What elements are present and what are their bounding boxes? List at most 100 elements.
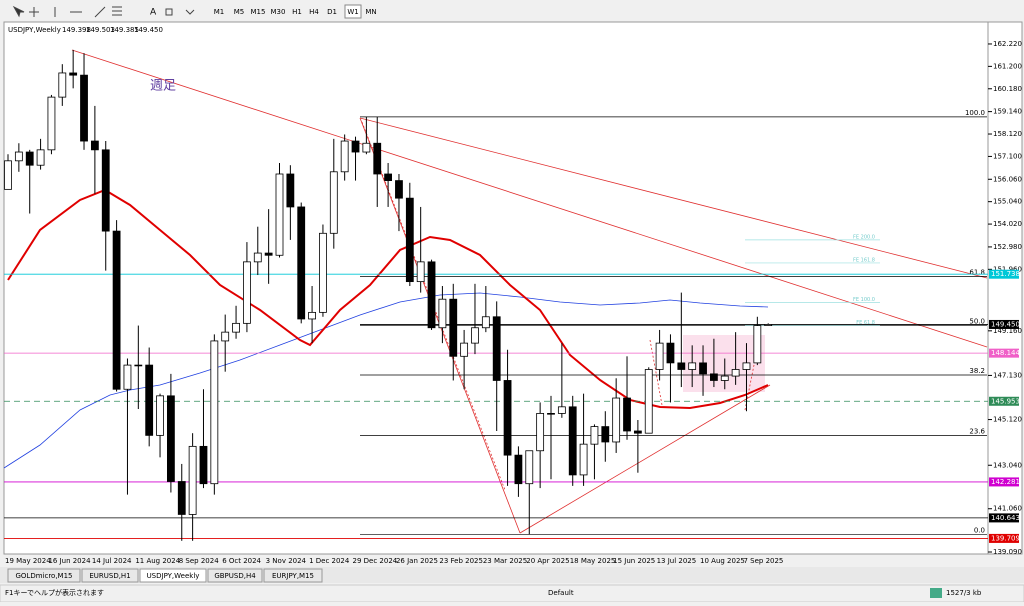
candle-body <box>297 206 306 320</box>
range-box <box>683 335 765 392</box>
price-tag <box>989 513 1019 523</box>
fib-label: 100.0 <box>965 109 985 117</box>
status-profile: Default <box>548 589 574 597</box>
candle-body <box>547 413 555 415</box>
chart-title: USDJPY,Weekly <box>8 26 61 34</box>
tab[interactable] <box>7 568 81 583</box>
candle-body <box>481 316 490 329</box>
fe-label: FE 161.8 <box>853 257 875 263</box>
y-tick-label: 156.060 <box>993 175 1022 183</box>
candle-body <box>742 362 751 370</box>
tab-label[interactable]: USDJPY,Weekly <box>147 572 200 580</box>
tab[interactable] <box>81 568 139 583</box>
candle-body <box>525 450 534 485</box>
candle-body <box>166 395 175 482</box>
x-tick-label: 13 Jul 2025 <box>657 557 697 565</box>
candle-body <box>536 413 545 452</box>
candle-body <box>362 142 371 153</box>
timeframe-button[interactable]: M5 <box>234 8 245 16</box>
x-tick-label: 6 Oct 2024 <box>222 557 261 565</box>
price-tag <box>989 477 1019 487</box>
tab-label[interactable]: EURUSD,H1 <box>89 572 130 580</box>
price-tag <box>989 269 1019 279</box>
header-value: 149.503 <box>86 26 115 34</box>
timeframe-button[interactable]: M30 <box>271 8 286 16</box>
plot-area <box>3 21 989 555</box>
candle-body <box>623 397 631 432</box>
status-bar <box>0 584 1024 603</box>
x-tick-label: 20 Apr 2025 <box>526 557 569 565</box>
toolbar <box>0 0 1024 21</box>
x-tick-label: 3 Nov 2024 <box>266 557 307 565</box>
candle-body <box>688 362 697 370</box>
price-tag <box>989 533 1019 543</box>
candle-body <box>764 324 773 326</box>
x-tick-label: 26 Jan 2025 <box>396 557 438 565</box>
candle-body <box>232 322 240 333</box>
x-tick-label: 19 May 2024 <box>5 557 51 565</box>
price-tag <box>989 396 1019 406</box>
y-tick-label: 145.120 <box>993 416 1022 424</box>
candle-body <box>275 173 284 256</box>
tab-label[interactable]: EURJPY,M15 <box>272 572 314 580</box>
y-tick-label: 149.160 <box>993 327 1022 335</box>
candle-body <box>156 395 164 436</box>
price-axis <box>987 21 1023 555</box>
tab-label[interactable]: GBPUSD,H4 <box>214 572 256 580</box>
candle-body <box>384 173 393 181</box>
timeframe-button[interactable]: H4 <box>309 8 319 16</box>
candle-body <box>134 364 143 367</box>
timeframe-button[interactable]: D1 <box>327 8 337 16</box>
timeframe-button[interactable]: M15 <box>251 8 266 16</box>
candle-body <box>112 230 121 390</box>
timeframe-button[interactable]: M1 <box>214 8 225 16</box>
candle-body <box>264 252 273 256</box>
y-tick-label: 139.090 <box>993 548 1022 556</box>
candle-body <box>579 443 588 476</box>
price-tag-label: 151.738 <box>991 270 1020 278</box>
candle-body <box>655 342 664 370</box>
y-tick-label: 141.060 <box>993 505 1022 513</box>
x-tick-label: 10 Aug 2025 <box>700 557 745 565</box>
price-tag-label: 149.450 <box>991 320 1020 328</box>
timeframe-button[interactable]: W1 <box>347 8 358 16</box>
candle-body <box>449 298 458 357</box>
timeframe-button[interactable]: H1 <box>292 8 302 16</box>
price-tag-label: 139.709 <box>991 534 1020 542</box>
header-value: 149.398 <box>62 26 91 34</box>
y-tick-label: 160.180 <box>993 85 1022 93</box>
candle-body <box>221 331 230 342</box>
fe-label: FE 100.0 <box>853 297 875 303</box>
price-tag-label: 140.643 <box>991 514 1020 522</box>
fe-label: FE 61.8 <box>856 320 875 326</box>
candle-body <box>438 298 447 329</box>
y-tick-label: 157.100 <box>993 152 1022 160</box>
y-tick-label: 147.130 <box>993 371 1022 379</box>
candle-body <box>416 261 425 283</box>
candle-body <box>340 140 349 173</box>
y-tick-label: 155.040 <box>993 198 1022 206</box>
candle-body <box>319 232 327 313</box>
candle-body <box>90 140 99 151</box>
candle-body <box>253 252 262 263</box>
status-traffic: 1527/3 kb <box>946 589 982 597</box>
candle-body <box>427 261 436 329</box>
candle-body <box>199 445 208 485</box>
x-tick-label: 23 Mar 2025 <box>483 557 527 565</box>
y-tick-label: 158.120 <box>993 130 1022 138</box>
tab[interactable] <box>207 568 263 583</box>
fib-label: 23.6 <box>969 427 985 435</box>
candle-body <box>720 375 729 381</box>
candle-body <box>210 340 219 485</box>
tab[interactable] <box>139 568 207 583</box>
candle-body <box>677 362 686 370</box>
fib-label: 38.2 <box>969 367 985 375</box>
tab[interactable] <box>263 568 323 583</box>
tab-label[interactable]: GOLDmicro,M15 <box>15 572 72 580</box>
candle-body <box>69 72 78 76</box>
candle-body <box>25 151 34 166</box>
header-value: 149.450 <box>134 26 163 34</box>
candle-body <box>47 96 56 151</box>
timeframe-button[interactable]: MN <box>365 8 376 16</box>
